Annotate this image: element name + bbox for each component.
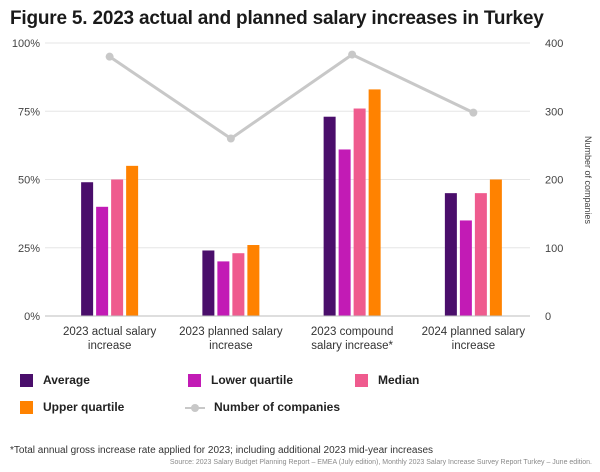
legend-item-upper-quartile: Upper quartile xyxy=(20,400,124,414)
y-left-tick-label: 50% xyxy=(18,175,40,187)
bar-upper-quartile xyxy=(368,89,381,316)
bar-average xyxy=(323,116,336,317)
bar-median xyxy=(474,193,487,316)
legend-item-median: Median xyxy=(355,373,419,387)
bar-average xyxy=(202,250,215,316)
y-left-tick-label: 75% xyxy=(18,106,40,118)
y-left-tick-label: 0% xyxy=(24,311,40,323)
legend-swatch-median xyxy=(355,373,368,387)
x-category-label: 2023 actual salary xyxy=(63,326,157,338)
point-number-of-companies xyxy=(226,134,235,143)
legend-label-upper-quartile: Upper quartile xyxy=(43,400,125,414)
legend-item-average: Average xyxy=(20,373,90,387)
bar-median xyxy=(232,253,245,316)
bar-upper-quartile xyxy=(489,179,502,316)
bar-lower-quartile xyxy=(96,206,109,316)
y-right-tick-label: 200 xyxy=(545,175,563,187)
bar-median xyxy=(353,108,366,317)
legend-label-median: Median xyxy=(378,373,420,387)
x-category-label: 2023 compound xyxy=(311,326,393,338)
legend-swatch-average xyxy=(20,373,33,387)
y-right-tick-label: 100 xyxy=(545,243,563,255)
bar-median xyxy=(111,179,124,316)
y-right-tick-label: 400 xyxy=(545,38,563,50)
y-left-tick-label: 100% xyxy=(12,38,40,50)
bar-average xyxy=(444,193,457,316)
source-note: Source: 2023 Salary Budget Planning Repo… xyxy=(169,459,592,466)
x-category-label: increase xyxy=(88,340,131,352)
x-category-label: increase xyxy=(452,340,495,352)
legend-label-lower-quartile: Lower quartile xyxy=(211,373,294,387)
bar-upper-quartile xyxy=(247,245,260,316)
legend-swatch-number-of-companies xyxy=(185,401,205,414)
bar-lower-quartile xyxy=(217,261,230,316)
bar-lower-quartile xyxy=(338,149,351,316)
footnote: *Total annual gross increase rate applie… xyxy=(10,445,434,456)
legend-label-average: Average xyxy=(43,373,90,387)
chart-title: Figure 5. 2023 actual and planned salary… xyxy=(10,8,544,29)
salary-increase-chart: 0% 25% 50% 75% 100% 0 100 200 300 400 Number of co… xyxy=(12,38,593,352)
y-right-tick-label: 0 xyxy=(545,311,551,323)
legend-item-lower-quartile: Lower quartile xyxy=(188,373,293,387)
x-category-label: salary increase* xyxy=(311,340,393,352)
y-right-tick-label: 300 xyxy=(545,106,563,118)
point-number-of-companies xyxy=(348,50,357,59)
legend-item-number-of-companies: Number of companies xyxy=(185,400,340,414)
legend-label-number-of-companies: Number of companies xyxy=(214,400,341,414)
legend-swatch-lower-quartile xyxy=(188,373,201,387)
y-right-axis-label: Number of companies xyxy=(583,136,593,225)
x-category-label: 2023 planned salary xyxy=(179,326,283,338)
bar-average xyxy=(81,182,94,316)
bar-lower-quartile xyxy=(459,220,472,316)
x-category-label: 2024 planned salary xyxy=(422,326,526,338)
point-number-of-companies xyxy=(469,108,478,117)
point-number-of-companies xyxy=(105,52,114,61)
y-left-tick-label: 25% xyxy=(18,243,40,255)
bar-upper-quartile xyxy=(126,165,139,316)
legend-swatch-upper-quartile xyxy=(20,400,33,414)
x-category-label: increase xyxy=(209,340,252,352)
line-number-of-companies xyxy=(108,52,475,141)
